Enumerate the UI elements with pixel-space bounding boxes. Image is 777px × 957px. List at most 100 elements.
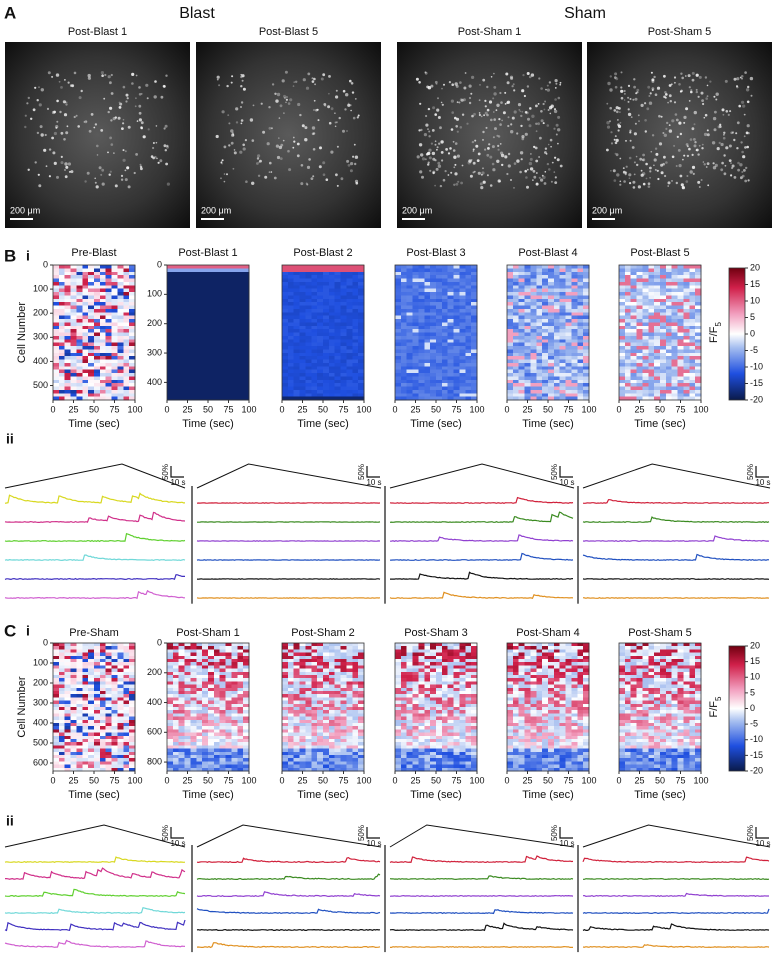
heatmap-cell	[683, 366, 690, 370]
cell-dot	[138, 111, 142, 115]
heatmap-cell	[648, 319, 655, 323]
heatmap-cell	[70, 265, 77, 269]
heatmap-cell	[671, 298, 678, 303]
cell-dot	[614, 141, 618, 145]
cell-dot	[305, 86, 310, 90]
heatmap-cell	[208, 356, 215, 360]
heatmap-cell	[99, 288, 107, 293]
heatmap-cell	[53, 356, 60, 360]
heatmap-cell	[172, 339, 180, 343]
heatmap-cell	[213, 308, 221, 313]
heatmap-cell	[577, 352, 584, 357]
heatmap-cell	[167, 275, 174, 279]
cell-dot	[480, 186, 484, 190]
heatmap-cell	[117, 285, 124, 289]
heatmap-cell	[441, 393, 449, 397]
cell-dot	[55, 73, 60, 77]
heatmap-cell	[459, 376, 466, 381]
cell-dot	[688, 86, 691, 89]
heatmap-cell	[328, 346, 336, 350]
heatmap-cell	[225, 352, 232, 357]
heatmap-cell	[465, 315, 472, 320]
heatmap-cell	[111, 652, 118, 657]
heatmap-cell	[231, 312, 238, 316]
cell-dot	[553, 109, 558, 114]
heatmap-cell	[219, 281, 226, 286]
heatmap-cell	[671, 356, 678, 360]
cell-dot	[547, 109, 550, 111]
heatmap-cell	[117, 655, 124, 660]
heatmap-cell	[471, 265, 478, 269]
cell-dot	[223, 180, 226, 183]
heatmap-cell	[299, 302, 306, 306]
cell-dot	[693, 138, 696, 141]
heatmap-cell	[305, 376, 312, 381]
heatmap-cell	[642, 308, 649, 313]
image-title: Post-Sham 1	[458, 26, 522, 38]
heatmap-cell	[395, 362, 402, 367]
heatmap-cell	[630, 325, 637, 330]
heatmap-cell	[305, 332, 312, 337]
heatmap-cell	[317, 305, 324, 310]
heatmap-cell	[648, 379, 655, 384]
heatmap-cell	[184, 325, 191, 330]
cell-dot	[240, 122, 243, 125]
heatmap-cell	[317, 342, 324, 347]
cell-dot	[648, 95, 651, 97]
heatmap-cell	[282, 349, 289, 354]
heatmap-cell	[70, 687, 77, 692]
image-title: Post-Blast 1	[68, 26, 127, 38]
heatmap-cell	[524, 366, 531, 370]
cell-dot	[428, 135, 431, 138]
heatmap-cell	[683, 298, 690, 303]
heatmap-cell	[395, 292, 402, 296]
heatmap-cell	[196, 383, 203, 387]
heatmap-cell	[542, 271, 549, 276]
heatmap-cell	[94, 662, 101, 666]
cell-dot	[740, 176, 743, 180]
heatmap-cell	[196, 342, 203, 347]
heatmap-cell	[293, 275, 300, 279]
part-label: ii	[6, 431, 14, 447]
heatmap-cell	[225, 383, 232, 387]
heatmap-cell	[406, 379, 413, 384]
cell-dot	[619, 180, 622, 183]
scale-bar-x-label: 10 s	[755, 478, 770, 487]
heatmap-cell	[219, 346, 226, 350]
heatmap-cell	[524, 346, 531, 350]
heatmap-cell	[654, 339, 661, 343]
heatmap-cell	[243, 332, 250, 337]
heatmap-cell	[671, 349, 678, 354]
heatmap-cell	[340, 325, 347, 330]
cell-dot	[718, 141, 721, 144]
heatmap-cell	[406, 308, 413, 313]
heatmap-cell	[64, 713, 71, 717]
heatmap-cell	[99, 285, 107, 289]
heatmap-cell	[395, 302, 402, 306]
cell-dot	[691, 153, 694, 156]
heatmap-cell	[346, 319, 353, 323]
cell-dot	[155, 125, 158, 127]
heatmap-cell	[82, 332, 89, 337]
heatmap-cell	[459, 315, 466, 320]
heatmap-cell	[237, 346, 244, 350]
heatmap-cell	[70, 356, 77, 360]
cell-dot	[278, 145, 283, 150]
cell-dot	[226, 84, 229, 88]
heatmap-cell	[299, 356, 306, 360]
heatmap-cell	[64, 335, 71, 340]
heatmap-cell	[512, 396, 520, 401]
heatmap-cell	[695, 265, 702, 269]
heatmap-cell	[70, 366, 77, 370]
cell-dot	[744, 71, 747, 74]
heatmap-cell	[648, 389, 655, 394]
heatmap-cell	[105, 655, 112, 660]
heatmap-cell	[99, 308, 107, 313]
cell-dot	[644, 119, 647, 122]
heatmap-cell	[453, 288, 460, 293]
heatmap-cell	[683, 362, 690, 367]
trace	[582, 535, 770, 542]
heatmap-cell	[237, 386, 244, 391]
heatmap-cell	[665, 376, 673, 381]
heatmap-cell	[677, 268, 684, 273]
